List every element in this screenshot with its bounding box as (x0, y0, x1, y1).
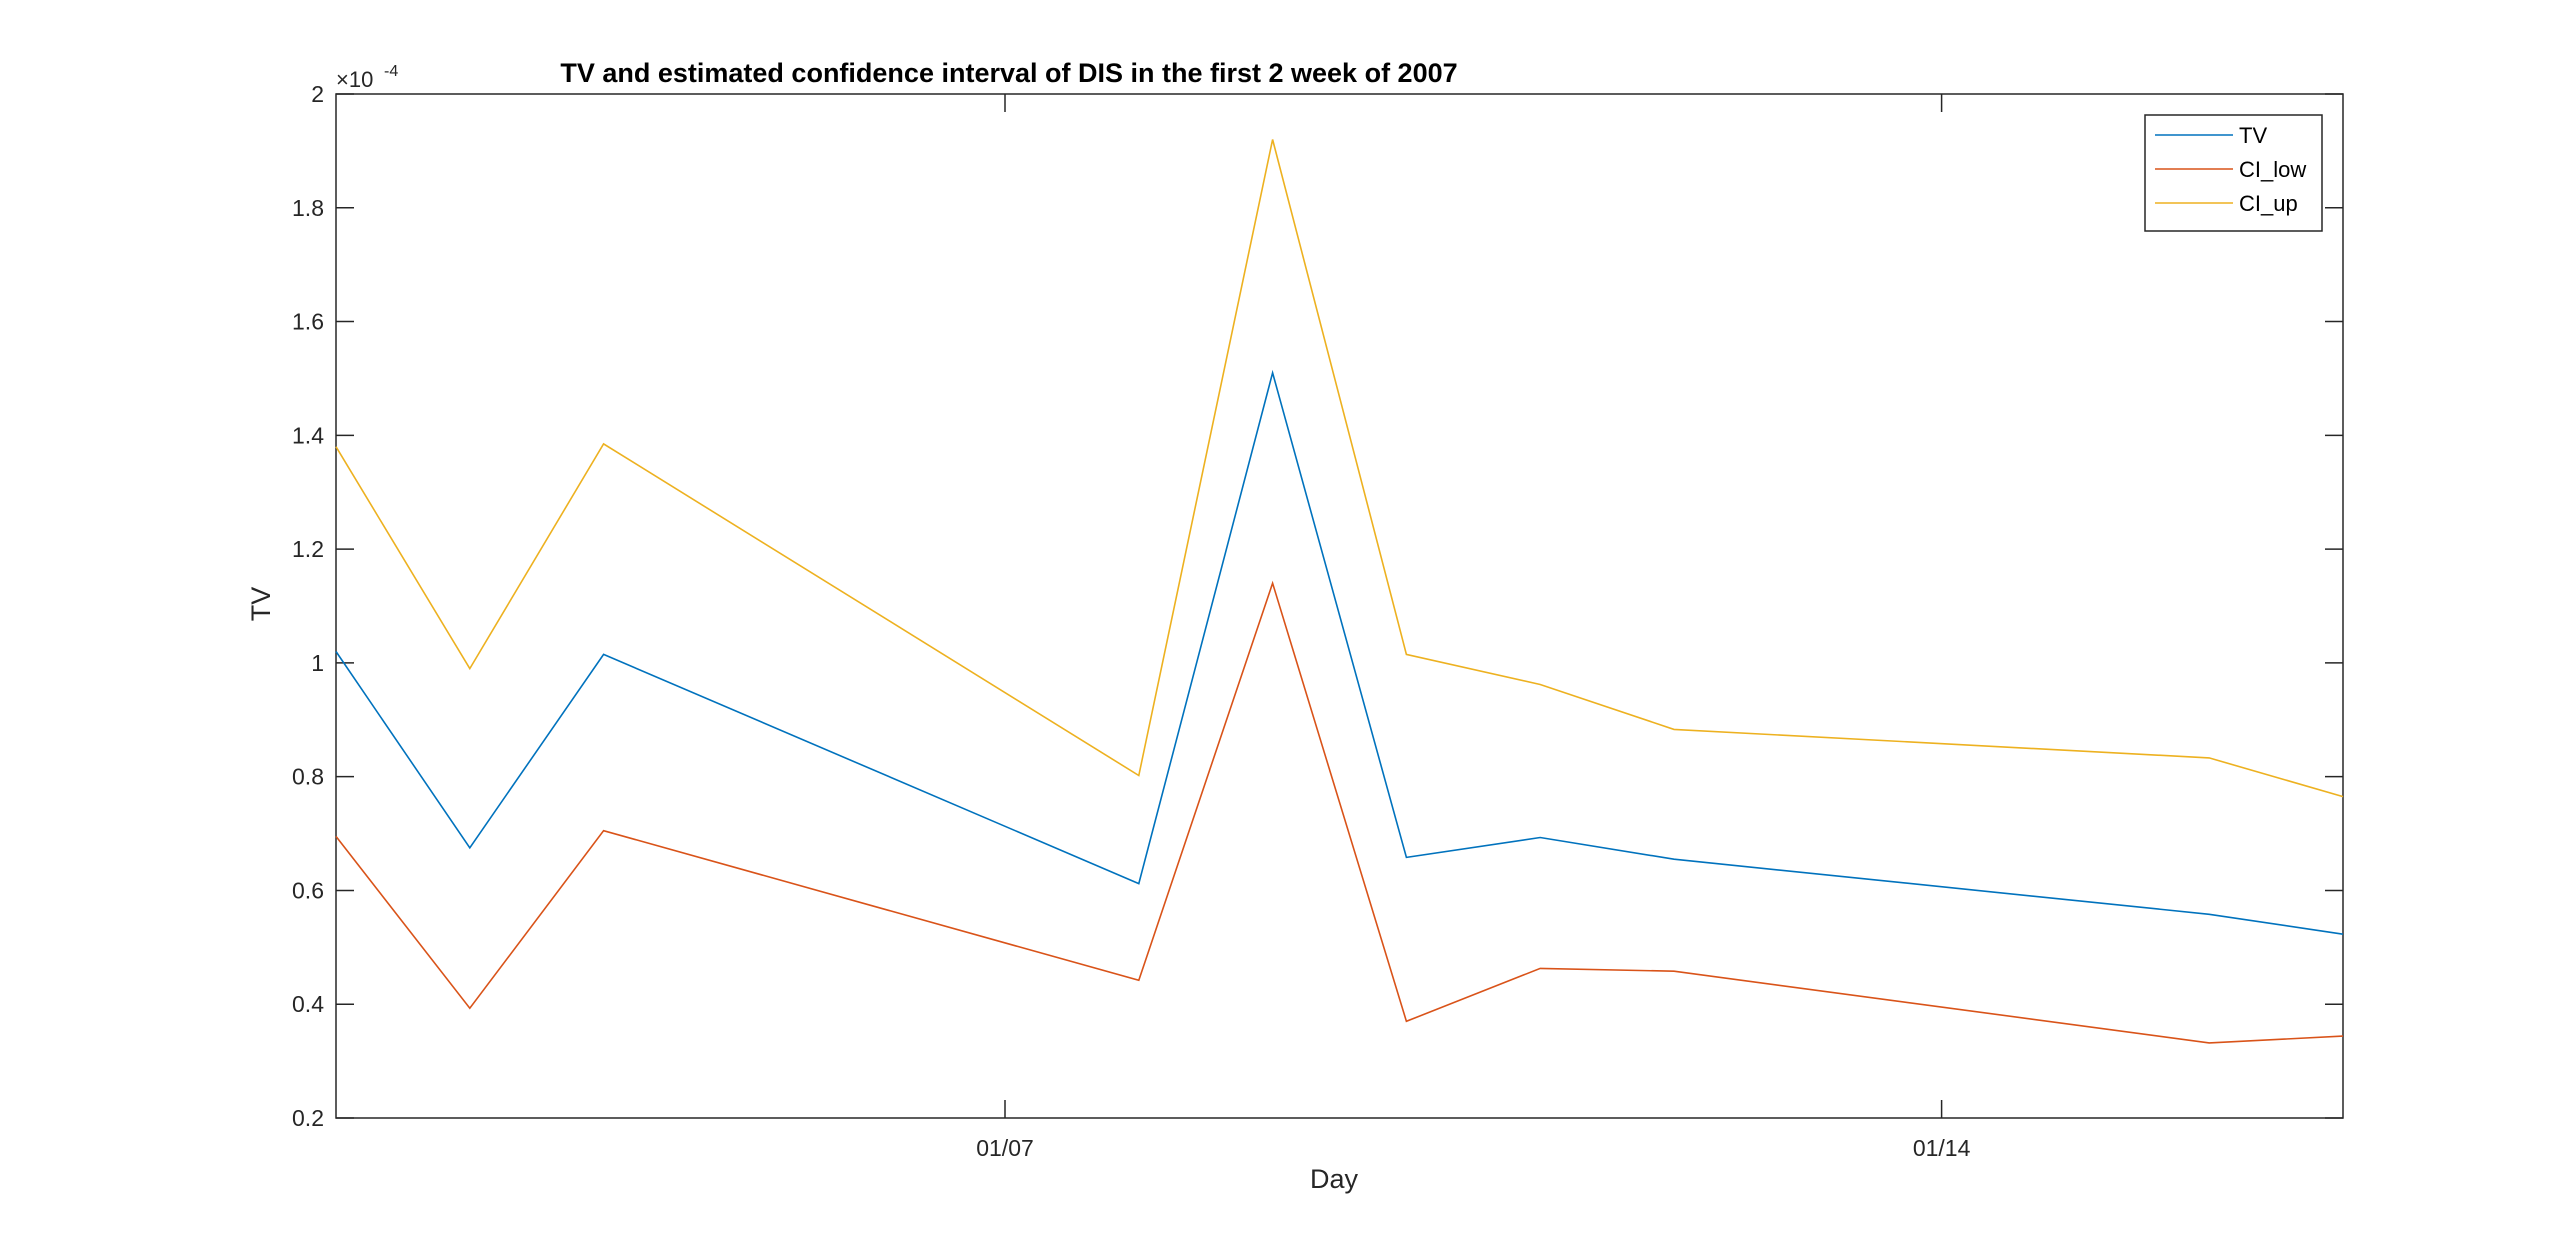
y-axis-label: TV (246, 587, 276, 622)
axes-box (335, 93, 2344, 1119)
chart-title: TV and estimated confidence interval of … (560, 58, 1457, 88)
y-tick-label: 1.6 (292, 309, 324, 335)
multiplier-base: ×10 (336, 67, 373, 92)
plot-area: 0.2 0.4 0.6 0.8 1 1.2 1.4 1.6 1.8 2 01/07 01/14 (292, 81, 2344, 1161)
x-tick-label: 01/14 (1913, 1135, 1971, 1161)
y-tick-label: 0.2 (292, 1105, 324, 1131)
y-tick-label: 1.2 (292, 536, 324, 562)
y-tick-label: 0.4 (292, 991, 324, 1017)
y-tick-label: 1 (311, 650, 324, 676)
y-tick-label: 1.8 (292, 195, 324, 221)
x-tick-label: 01/07 (976, 1135, 1034, 1161)
series-line-ci-up (335, 139, 2344, 798)
legend: TV CI_low CI_up (2144, 114, 2323, 232)
y-tick-label: 2 (311, 81, 324, 107)
y-axis-multiplier: ×10 -4 (336, 63, 398, 92)
series-line-tv (335, 369, 2344, 935)
legend-entry-label: CI_low (2239, 157, 2306, 182)
series-line-ci-low (335, 580, 2344, 1044)
legend-entry-label: TV (2239, 123, 2267, 148)
y-tick-label: 0.8 (292, 764, 324, 790)
legend-entry-label: CI_up (2239, 191, 2298, 216)
y-tick-label: 1.4 (292, 422, 324, 448)
multiplier-exponent: -4 (384, 63, 398, 80)
x-axis-label: Day (1310, 1164, 1359, 1194)
y-tick-label: 0.6 (292, 877, 324, 903)
